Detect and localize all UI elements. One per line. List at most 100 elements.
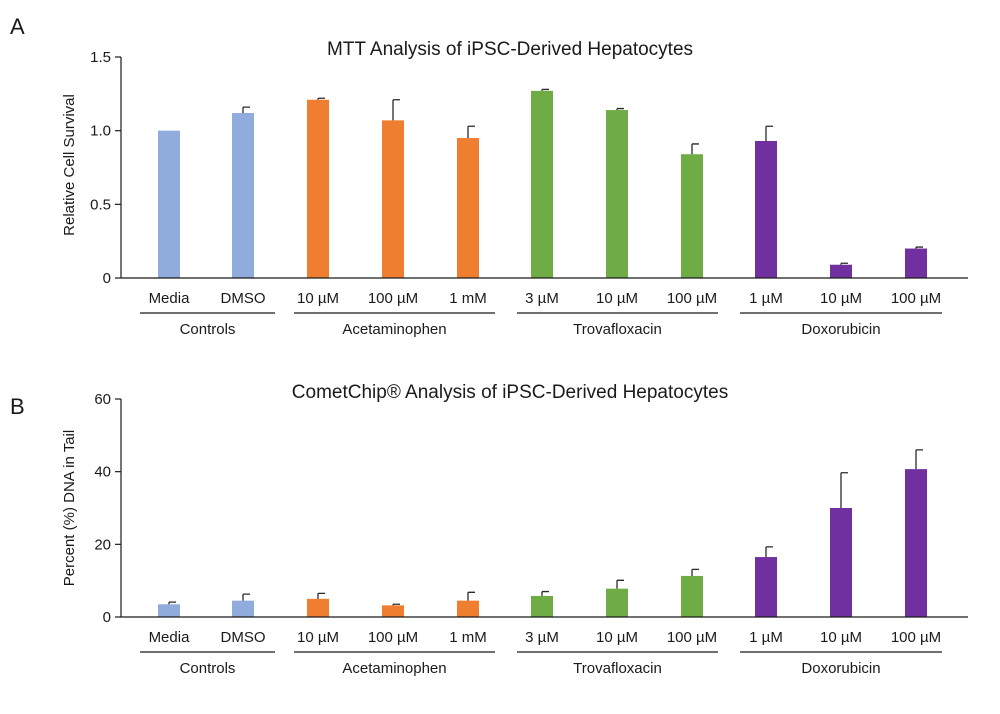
chart-a-bar: [606, 110, 628, 278]
chart-b-category-labels: Media DMSO 10 µM 100 µM 1 mM 3 µM 10 µM 100 µM 1…: [149, 629, 942, 646]
chart-b-category-label: 1 mM: [449, 629, 487, 646]
chart-b-error-bar: [392, 603, 400, 606]
chart-a-bar: [382, 120, 404, 278]
chart-a-category-label: 100 µM: [368, 290, 418, 307]
chart-a-error-bar: [691, 143, 699, 155]
chart-b-y-axis-label: Percent (%) DNA in Tail: [61, 430, 78, 586]
chart-b-category-label: 10 µM: [596, 629, 638, 646]
panel-a-letter: A: [10, 14, 25, 39]
chart-a-bar: [232, 112, 254, 278]
chart-a-category-label: 100 µM: [891, 290, 941, 307]
chart-a-y-tick-label: 1.0: [90, 123, 111, 140]
chart-b-category-label: 1 µM: [749, 629, 783, 646]
chart-b-error-bar: [915, 449, 923, 470]
chart-a-group-label: Controls: [180, 321, 236, 338]
chart-a-title: MTT Analysis of iPSC-Derived Hepatocytes: [327, 39, 693, 60]
chart-b-group-labels: Controls Acetaminophen Trovafloxacin Doxoru…: [140, 651, 942, 677]
chart-b-category-label: 10 µM: [297, 629, 339, 646]
chart-b-group-label: Acetaminophen: [342, 660, 446, 677]
chart-a-category-labels: Media DMSO 10 µM 100 µM 1 mM 3 µM 10 µM 100 µM 1…: [149, 290, 942, 307]
chart-b-bar: [158, 604, 180, 617]
chart-a-y-tick-label: 0.5: [90, 196, 111, 213]
chart-a-bar: [457, 138, 479, 278]
chart-a-error-bar: [765, 125, 773, 141]
chart-a-category-label: 1 mM: [449, 290, 487, 307]
chart-b-error-bar: [317, 592, 325, 599]
chart-a-bar: [158, 130, 180, 278]
panel-b-chart: B CometChip® Analysis of iPSC-Derived He…: [10, 382, 968, 677]
chart-b-error-bar: [616, 579, 624, 589]
chart-a-category-label: DMSO: [221, 290, 266, 307]
chart-b-bar: [457, 600, 479, 617]
chart-b-bar: [382, 605, 404, 617]
chart-b-category-label: 100 µM: [368, 629, 418, 646]
chart-a-bar: [755, 140, 777, 278]
chart-a-error-bar: [392, 99, 400, 121]
chart-a-group-label: Acetaminophen: [342, 321, 446, 338]
chart-b-bar: [232, 600, 254, 617]
chart-a-group-labels: Controls Acetaminophen Trovafloxacin Doxoru…: [140, 312, 942, 338]
chart-a-bar: [307, 99, 329, 278]
chart-a-error-bar: [317, 97, 325, 100]
chart-b-y-tick-label: 0: [103, 609, 111, 626]
chart-b-error-bar: [242, 593, 250, 601]
panel-a-chart: A MTT Analysis of iPSC-Derived Hepatocyt…: [10, 14, 968, 338]
chart-a-category-label: Media: [149, 290, 191, 307]
chart-b-group-label: Trovafloxacin: [573, 660, 662, 677]
chart-a-category-label: 3 µM: [525, 290, 559, 307]
chart-a-error-bar: [915, 246, 923, 249]
chart-b-category-label: 3 µM: [525, 629, 559, 646]
chart-b-bar: [606, 588, 628, 617]
chart-a-category-label: 100 µM: [667, 290, 717, 307]
chart-b-error-bar: [765, 546, 773, 558]
chart-b-group-label: Controls: [180, 660, 236, 677]
chart-b-category-label: 10 µM: [820, 629, 862, 646]
chart-b-bars: [158, 469, 927, 617]
chart-b-category-label: DMSO: [221, 629, 266, 646]
chart-b-error-bar: [168, 601, 176, 605]
panel-b-letter: B: [10, 394, 25, 419]
chart-a-group-label: Doxorubicin: [801, 321, 880, 338]
chart-a-category-label: 10 µM: [820, 290, 862, 307]
chart-a-bar: [681, 154, 703, 278]
chart-b-bar: [307, 598, 329, 617]
chart-a-error-bar: [616, 107, 624, 111]
chart-a-group-label: Trovafloxacin: [573, 321, 662, 338]
chart-a-category-label: 1 µM: [749, 290, 783, 307]
chart-a-error-bar: [467, 125, 475, 139]
chart-a-y-tick-label: 1.5: [90, 49, 111, 66]
chart-b-group-label: Doxorubicin: [801, 660, 880, 677]
chart-b-category-label: 100 µM: [667, 629, 717, 646]
chart-a-bars: [158, 90, 927, 279]
chart-b-y-tick-label: 40: [94, 464, 111, 481]
chart-a-category-label: 10 µM: [297, 290, 339, 307]
chart-a-error-bar: [541, 88, 549, 91]
chart-a-error-bars: [242, 88, 923, 265]
chart-b-title: CometChip® Analysis of iPSC-Derived Hepa…: [292, 382, 728, 403]
chart-b-bar: [905, 469, 927, 617]
chart-b-error-bar: [691, 568, 699, 576]
chart-a-y-axis-label: Relative Cell Survival: [61, 94, 78, 236]
chart-b-bar: [681, 575, 703, 617]
chart-b-y-tick-label: 60: [94, 391, 111, 408]
chart-a-category-label: 10 µM: [596, 290, 638, 307]
chart-a-bar: [531, 90, 553, 279]
chart-a-error-bar: [242, 106, 250, 113]
chart-b-y-tick-label: 20: [94, 536, 111, 553]
chart-b-error-bar: [541, 590, 549, 596]
chart-b-bar: [755, 557, 777, 617]
chart-b-error-bars: [168, 449, 923, 606]
chart-a-y-tick-label: 0: [103, 270, 111, 287]
chart-b-category-label: 100 µM: [891, 629, 941, 646]
chart-a-bar: [830, 264, 852, 278]
chart-a-bar: [905, 248, 927, 278]
chart-b-category-label: Media: [149, 629, 191, 646]
chart-b-error-bar: [467, 591, 475, 601]
chart-a-error-bar: [840, 262, 848, 265]
chart-b-y-ticks: 0 20 40 60: [94, 391, 121, 626]
chart-a-y-ticks: 0 0.5 1.0 1.5: [90, 49, 121, 287]
chart-b-bar: [830, 508, 852, 617]
chart-b-bar: [531, 595, 553, 617]
chart-b-error-bar: [840, 472, 848, 508]
